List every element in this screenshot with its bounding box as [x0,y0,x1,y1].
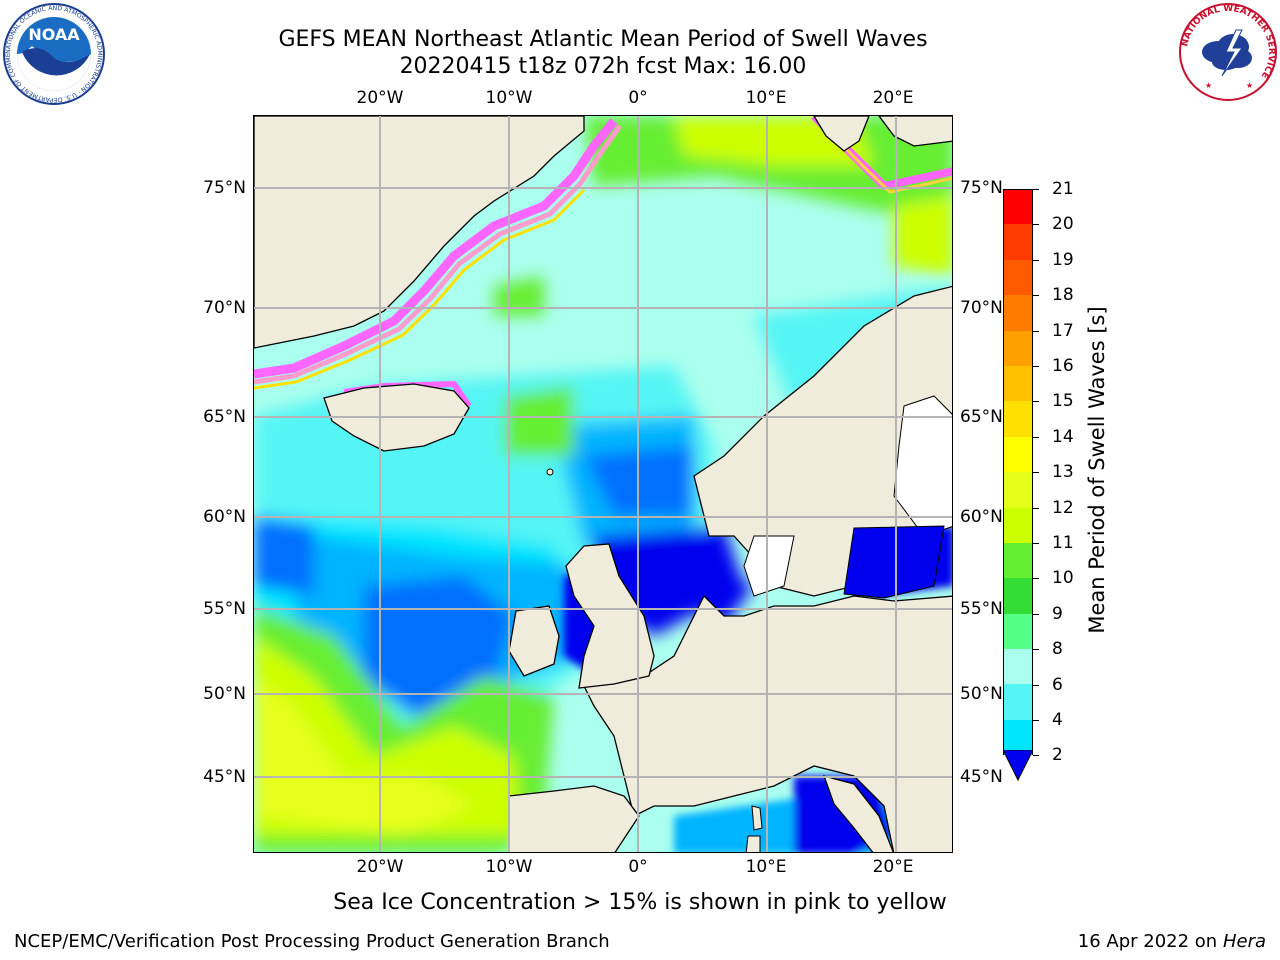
swell-period-map [254,116,952,852]
lon-label-top: 10°W [485,88,533,108]
lon-label-top: 20°W [356,88,404,108]
noaa-logo: NATIONAL OCEANIC AND ATMOSPHERIC ADMINIS… [2,2,105,105]
lat-label-left: 55°N [203,599,246,619]
lon-label-top: 20°E [872,88,914,108]
lat-label-right: 45°N [960,767,1003,787]
colorbar-segment [1003,507,1033,543]
lon-label-top: 0° [628,88,648,108]
lat-label-right: 70°N [960,298,1003,318]
lat-label-left: 65°N [203,407,246,427]
colorbar-segment [1003,295,1033,331]
lon-label-bottom: 10°E [745,857,787,877]
colorbar-tick-label: 20 [1052,214,1074,235]
noaa-logo-text: NOAA [28,25,80,44]
colorbar-tick-mark [1033,366,1039,367]
lon-label-bottom: 0° [628,857,648,877]
colorbar-segment [1003,613,1033,650]
footer-date: 16 Apr 2022 on Hera [1077,931,1266,952]
colorbar-segment [1003,578,1033,614]
colorbar-tick-mark [1033,649,1039,651]
lat-label-left: 45°N [203,767,246,787]
lon-label-bottom: 20°W [356,857,404,877]
colorbar-tick-label: 12 [1052,497,1074,518]
colorbar-tick-mark [1033,401,1039,403]
colorbar-tick-label: 8 [1052,639,1063,660]
colorbar-tick-label: 17 [1052,320,1074,341]
chart-subtitle: 20220415 t18z 072h fcst Max: 16.00 [399,54,807,79]
colorbar-tick-label: 21 [1052,179,1074,199]
svg-text:★: ★ [1205,81,1212,90]
lat-label-right: 55°N [960,599,1003,619]
lon-label-top: 10°E [745,88,787,108]
colorbar-tick-label: 10 [1052,568,1074,589]
colorbar-tick-mark [1033,259,1039,261]
colorbar-tick-mark [1033,436,1039,438]
colorbar-tick-mark [1033,684,1039,686]
colorbar-tick-label: 15 [1052,391,1074,412]
lat-label-left: 70°N [203,298,246,318]
lat-label-right: 75°N [960,178,1003,198]
colorbar-tick-mark [1033,472,1039,474]
colorbar-tick-mark [1033,189,1039,190]
colorbar-segment [1003,259,1033,296]
colorbar-tick-label: 18 [1052,285,1074,306]
lat-label-left: 50°N [203,684,246,704]
colorbar-underflow-arrow [1003,750,1033,782]
lat-label-left: 60°N [203,507,246,527]
map-panel [253,115,953,853]
colorbar-segment [1003,330,1033,366]
colorbar-tick-mark [1033,613,1039,615]
lon-label-bottom: 20°E [872,857,914,877]
colorbar-segment [1003,365,1033,402]
colorbar-tick-mark [1033,543,1039,544]
colorbar-tick-mark [1033,295,1039,297]
colorbar [1003,189,1033,756]
colorbar-segment [1003,472,1033,508]
colorbar-segment [1003,719,1033,756]
lat-label-right: 60°N [960,507,1003,527]
colorbar-segment [1003,224,1033,260]
colorbar-tick-mark [1033,720,1039,721]
colorbar-tick-mark [1033,507,1039,509]
colorbar-tick-label: 13 [1052,462,1074,483]
colorbar-segment [1003,401,1033,437]
colorbar-segment [1003,649,1033,685]
colorbar-tick-label: 14 [1052,426,1074,447]
colorbar-tick-label: 11 [1052,533,1074,553]
colorbar-tick-label: 2 [1052,745,1063,766]
colorbar-segment [1003,684,1033,720]
colorbar-tick-mark [1033,755,1039,757]
chart-title: GEFS MEAN Northeast Atlantic Mean Period… [278,27,928,52]
footer-host: Hera [1222,931,1266,952]
lat-label-left: 75°N [203,178,246,198]
colorbar-segment [1003,542,1033,579]
colorbar-tick-label: 16 [1052,356,1074,376]
colorbar-tick-mark [1033,578,1039,580]
colorbar-tick-mark [1033,224,1039,226]
lat-label-right: 50°N [960,684,1003,704]
sea-ice-note: Sea Ice Concentration > 15% is shown in … [333,890,947,915]
footer-credit: NCEP/EMC/Verification Post Processing Pr… [14,931,610,952]
colorbar-tick-mark [1033,330,1039,332]
colorbar-segment [1003,436,1033,473]
nws-logo: NATIONAL WEATHER SERVICE ★ ★ [1179,3,1277,101]
colorbar-tick-label: 4 [1052,710,1063,730]
colorbar-tick-label: 9 [1052,603,1063,624]
colorbar-label: Mean Period of Swell Waves [s] [1085,306,1109,634]
lat-label-right: 65°N [960,407,1003,427]
lon-label-bottom: 10°W [485,857,533,877]
svg-text:★: ★ [1246,81,1253,90]
colorbar-segment [1003,189,1033,225]
colorbar-tick-label: 19 [1052,249,1074,270]
colorbar-tick-label: 6 [1052,674,1063,695]
